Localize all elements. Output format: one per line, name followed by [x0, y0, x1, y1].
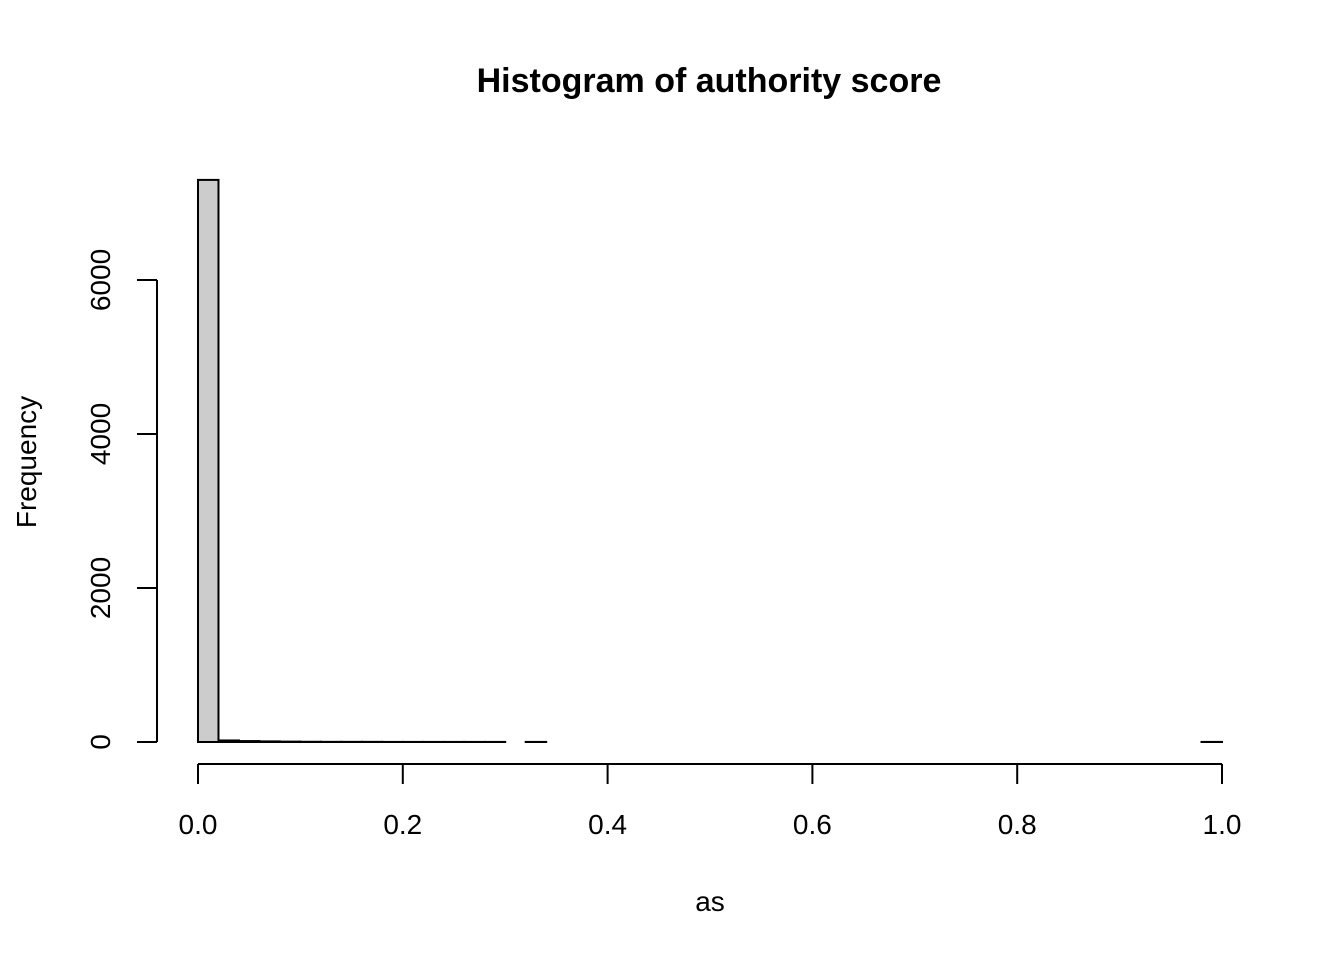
y-tick-label: 6000 — [85, 249, 116, 311]
histogram-bar — [217, 739, 240, 744]
x-axis-label: as — [695, 886, 725, 917]
y-tick-label: 0 — [85, 734, 116, 750]
bars-group — [197, 178, 1224, 744]
y-tick-label: 4000 — [85, 403, 116, 465]
x-tick-label: 0.4 — [588, 809, 627, 840]
x-tick-label: 0.2 — [383, 809, 422, 840]
x-tick-label: 0.6 — [793, 809, 832, 840]
x-tick-label: 0.0 — [179, 809, 218, 840]
x-tick-label: 0.8 — [998, 809, 1037, 840]
y-axis: 0 2000 4000 6000 — [85, 249, 158, 750]
x-tick-label: 1.0 — [1203, 809, 1242, 840]
y-tick-label: 2000 — [85, 557, 116, 619]
y-axis-label: Frequency — [11, 396, 42, 528]
histogram-bar — [197, 178, 220, 743]
histogram-bar — [258, 740, 281, 743]
x-axis: 0.0 0.2 0.4 0.6 0.8 1.0 — [179, 763, 1242, 840]
chart-title: Histogram of authority score — [477, 62, 942, 100]
histogram-bar — [237, 740, 261, 743]
